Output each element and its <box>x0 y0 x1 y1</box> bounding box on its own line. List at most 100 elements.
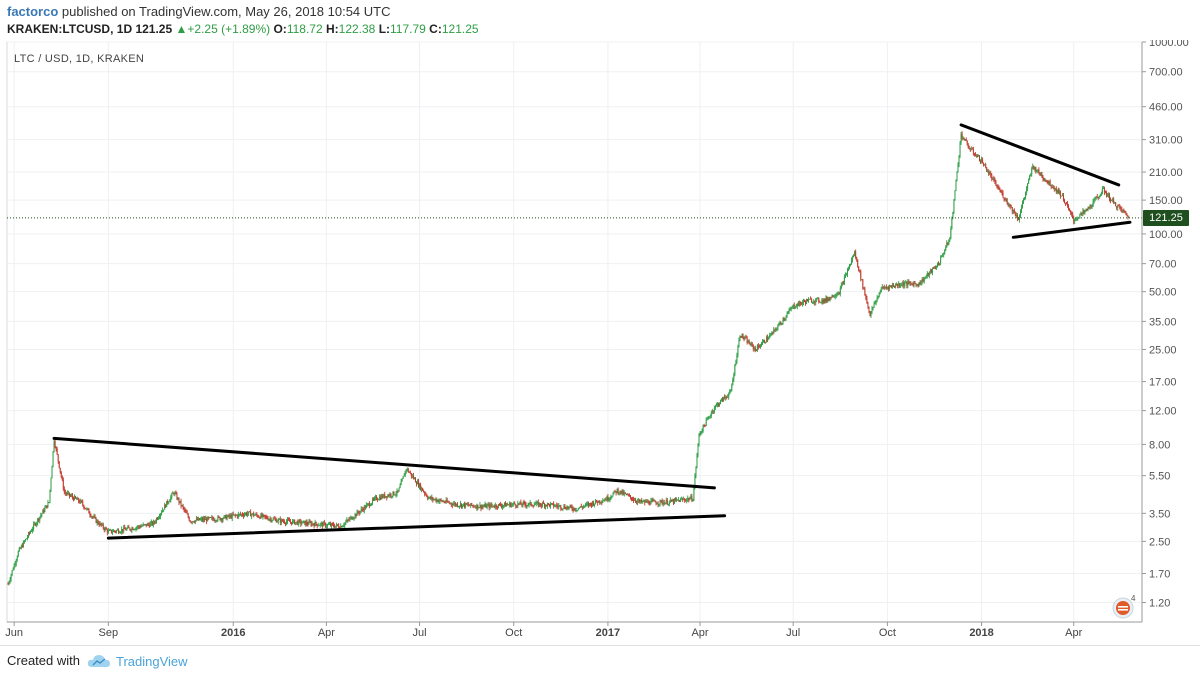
x-axis[interactable]: Jun Sep 2016 Apr Jul Oct 2017 Apr Jul Oct 2018 Apr <box>5 621 1142 639</box>
candle-body <box>759 345 761 348</box>
candle-body <box>685 500 687 502</box>
candle-body <box>867 303 869 307</box>
candle-body <box>25 538 27 540</box>
candle-body <box>795 306 797 308</box>
candle-body <box>881 286 883 289</box>
candle-body <box>251 514 253 517</box>
candle-body <box>543 503 545 507</box>
candle-body <box>1100 193 1102 196</box>
candle-body <box>1073 217 1075 222</box>
candle-body <box>843 276 845 284</box>
x-tick-label: 2016 <box>221 627 245 639</box>
candle-body <box>768 338 770 340</box>
candle-body <box>403 475 405 477</box>
candle-body <box>264 515 266 517</box>
candle-body <box>11 570 13 575</box>
candle-body <box>357 511 359 513</box>
candle-body <box>736 355 738 363</box>
candle-body <box>516 506 518 508</box>
candle-body <box>134 529 136 531</box>
high-value: 122.38 <box>338 22 376 36</box>
candle-body <box>888 285 890 289</box>
candle-body <box>861 279 863 281</box>
candle-body <box>430 496 432 499</box>
candle-body <box>961 133 963 139</box>
candle-body <box>1088 207 1090 209</box>
candle-body <box>898 283 900 286</box>
candle-body <box>269 518 271 520</box>
candle-body <box>306 521 308 524</box>
candle-body <box>936 267 938 268</box>
tradingview-link[interactable]: TradingView <box>87 650 188 672</box>
candle-body <box>678 499 680 501</box>
candle-body <box>919 282 921 285</box>
candle-body <box>34 523 36 525</box>
candle-body <box>707 417 709 420</box>
candle-body <box>952 211 954 218</box>
candle-body <box>393 491 395 495</box>
candle-body <box>641 500 643 503</box>
footer: Created with TradingView <box>0 645 1200 677</box>
candle-body <box>81 500 83 502</box>
candle-body <box>275 519 277 523</box>
candle-body <box>921 279 923 283</box>
candle-body <box>1104 192 1106 194</box>
candle-body <box>465 503 467 507</box>
candle-body <box>767 337 769 340</box>
candle-body <box>1060 195 1062 197</box>
candle-body <box>142 524 144 526</box>
candle-body <box>710 413 712 417</box>
candle-body <box>370 503 372 506</box>
candle-body <box>917 284 919 286</box>
candle-body <box>1020 207 1022 212</box>
candle-body <box>623 492 625 495</box>
y-axis[interactable]: 1000.00 700.00 460.00 310.00 210.00 150.00 100… <box>1141 37 1189 622</box>
trendline[interactable] <box>959 123 1121 187</box>
candle-body <box>778 323 780 327</box>
trendline[interactable] <box>1011 220 1132 239</box>
candle-body <box>880 288 882 293</box>
candle-body <box>841 282 843 285</box>
candle-body <box>45 505 47 508</box>
candle-body <box>436 499 438 502</box>
candle-body <box>462 504 464 508</box>
tradingview-badge-icon[interactable]: 4 <box>1111 594 1137 620</box>
candle-body <box>1102 188 1104 189</box>
author-link[interactable]: factorco <box>7 4 59 19</box>
candle-body <box>816 298 818 300</box>
candle-body <box>603 500 605 502</box>
candle-body <box>487 504 489 506</box>
y-tick-label: 460.00 <box>1149 102 1183 114</box>
candle-body <box>542 502 544 504</box>
candle-body <box>879 292 881 294</box>
candle-body <box>1066 203 1068 205</box>
candle-body <box>980 161 982 162</box>
candle-body <box>540 505 542 506</box>
candle-body <box>747 340 749 344</box>
candle-body <box>224 515 226 517</box>
candle-body <box>1015 215 1017 216</box>
candle-body <box>479 504 481 508</box>
candle-body <box>556 505 558 506</box>
candle-body <box>812 302 814 304</box>
candle-body <box>15 560 17 564</box>
candle-body <box>1067 203 1069 207</box>
candle-body <box>150 521 152 524</box>
candle-body <box>505 502 507 507</box>
candle-body <box>575 510 577 511</box>
candle-body <box>106 529 108 533</box>
candle-body <box>811 299 813 303</box>
candle-body <box>492 505 494 507</box>
candle-body <box>297 521 299 525</box>
candle-body <box>1065 203 1067 205</box>
trendline[interactable] <box>106 514 727 540</box>
candle-body <box>738 339 740 347</box>
candle-body <box>217 516 219 521</box>
trendline[interactable] <box>52 436 716 490</box>
candle-body <box>296 521 298 523</box>
candle-body <box>1023 199 1025 203</box>
candle-body <box>163 509 165 511</box>
candle-body <box>992 178 994 180</box>
candle-body <box>1117 205 1119 209</box>
